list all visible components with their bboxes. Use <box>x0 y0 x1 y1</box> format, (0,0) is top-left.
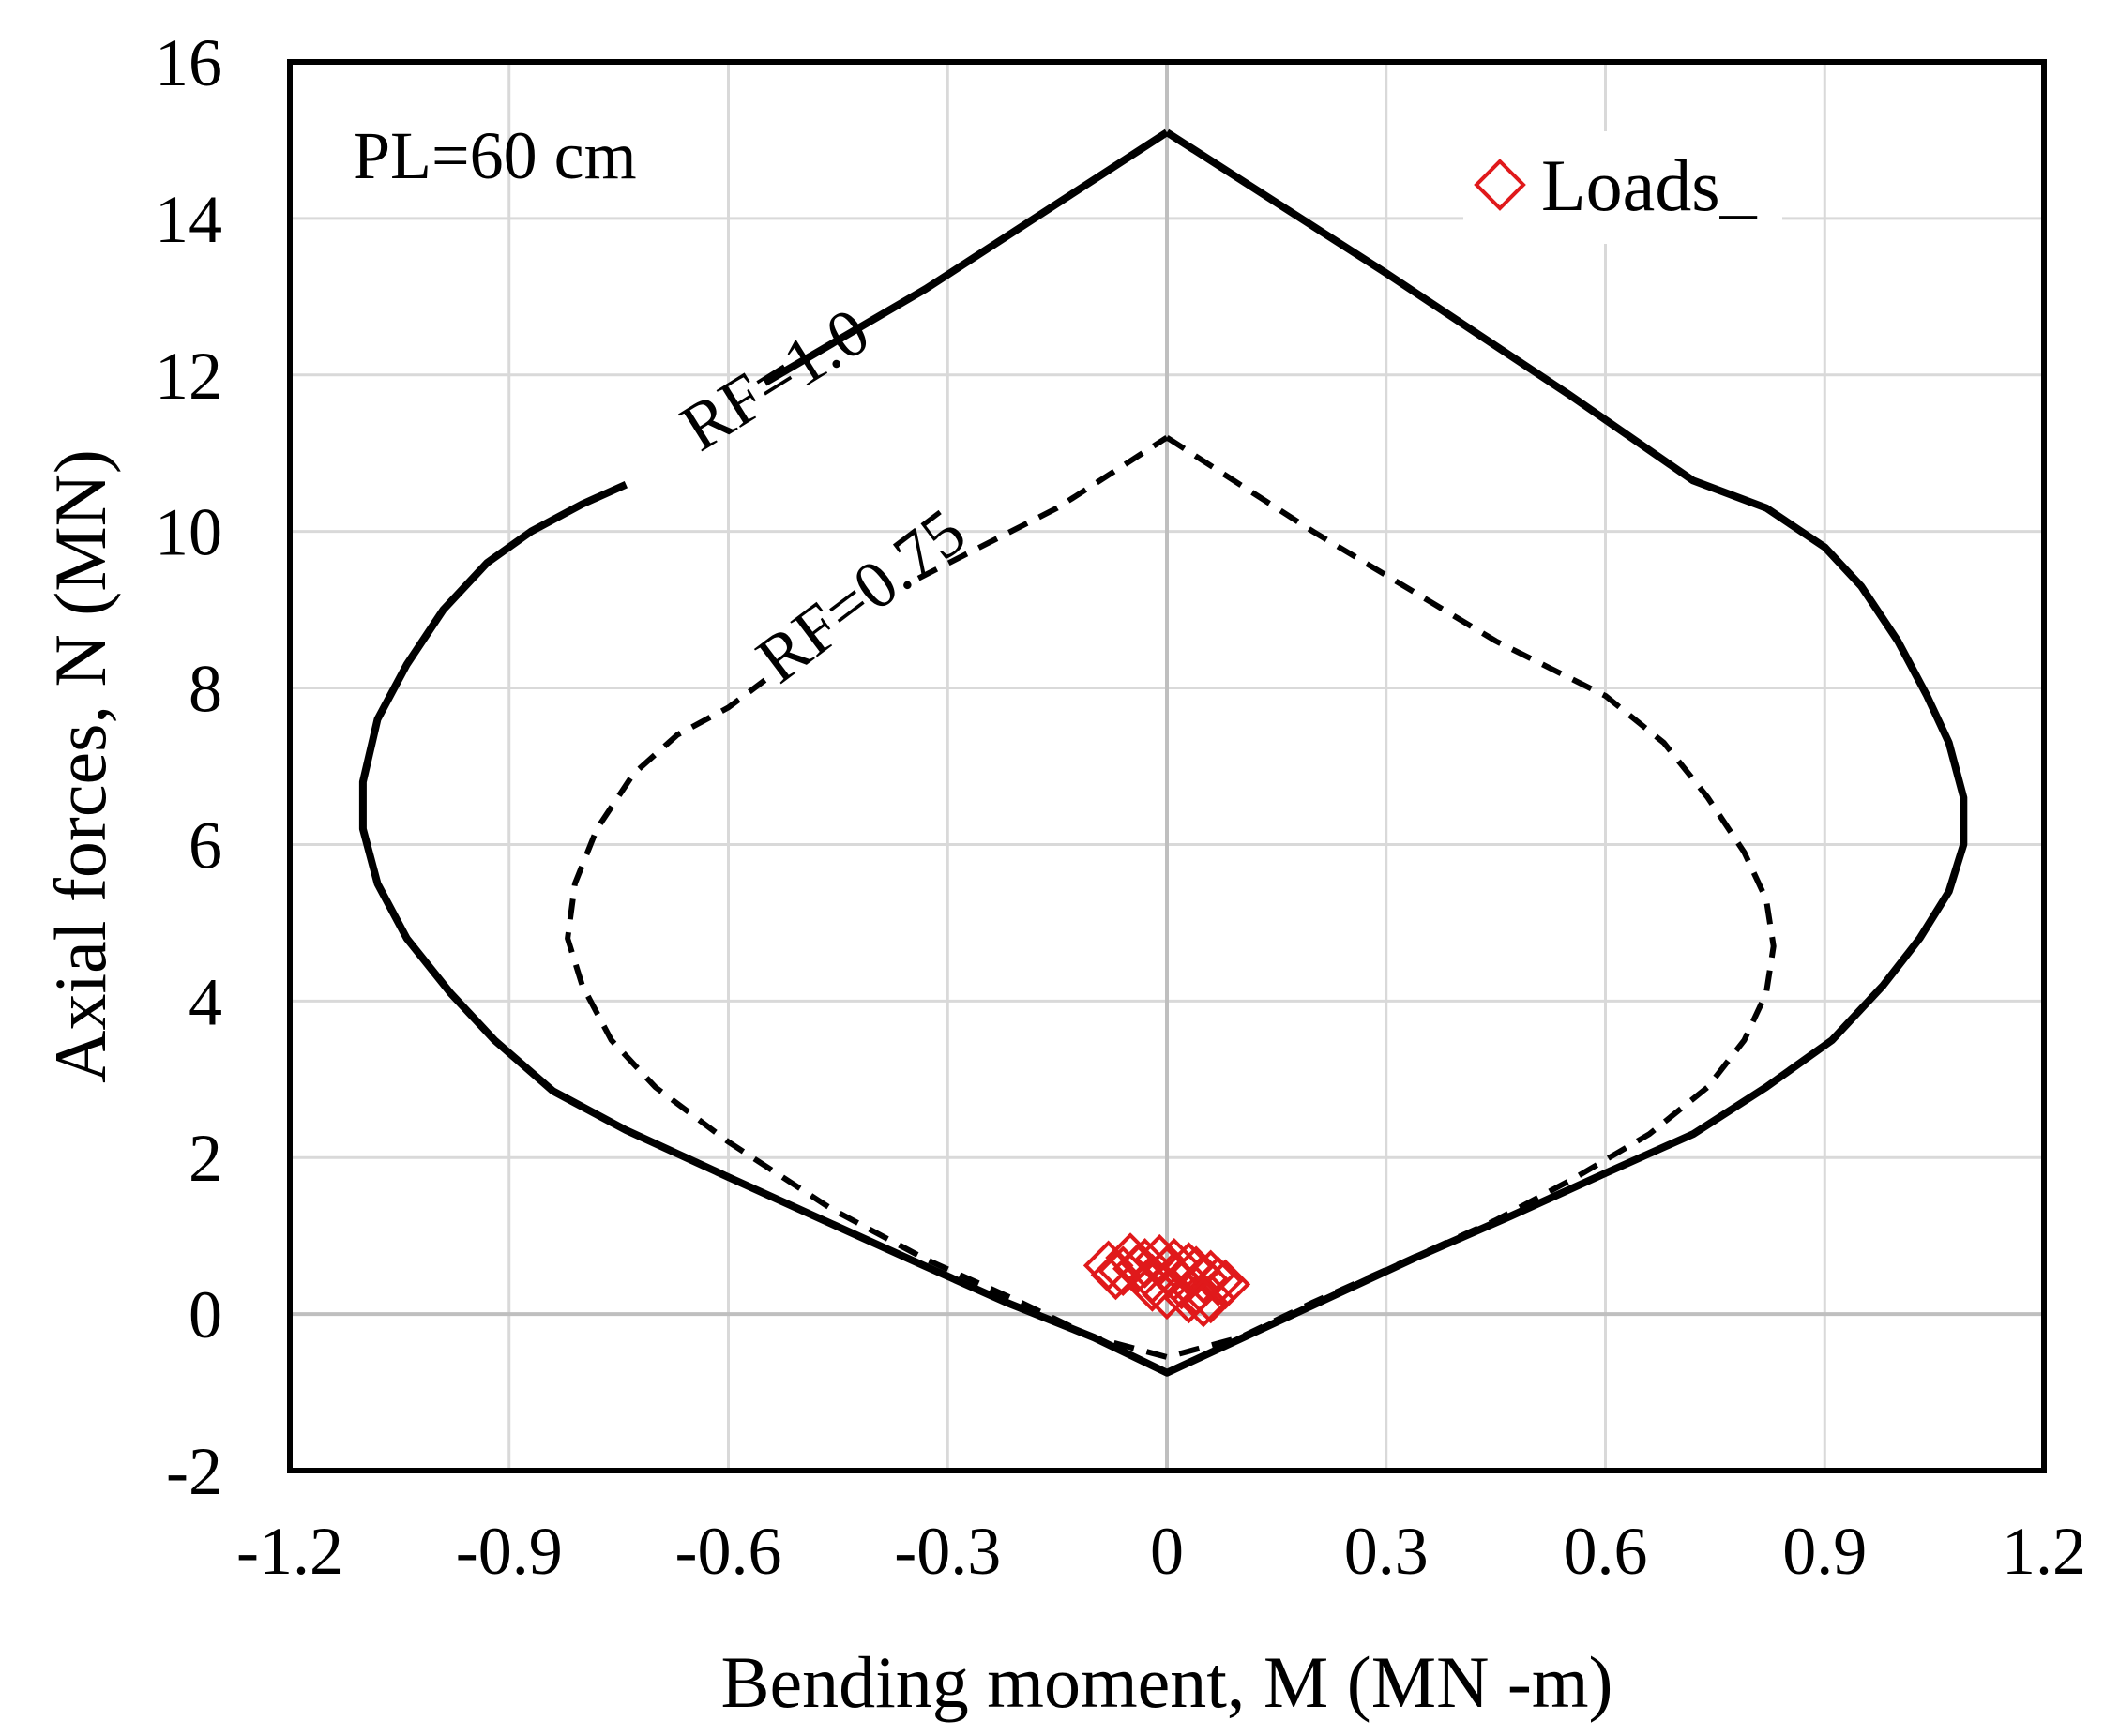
x-tick-label: 0.3 <box>1344 1514 1429 1589</box>
capacity-curves <box>358 128 1968 1377</box>
legend-loads-marker <box>1474 159 1526 211</box>
load-point <box>1192 1256 1244 1306</box>
plot-area-frame <box>287 59 2047 1473</box>
tick-labels: -1.2 -0.9 -0.6 -0.3 0 0.3 0.6 0.9 1.2 -2 0 2 4 6 8 10 12… <box>155 25 2086 1589</box>
load-point <box>1142 1269 1192 1321</box>
y-axis-title: Axial forces, N (MN) <box>39 449 121 1083</box>
load-point <box>1163 1273 1215 1324</box>
y-tick-label: 4 <box>189 964 222 1039</box>
load-point <box>1178 1276 1229 1328</box>
pl-annotation: PL=60 cm <box>353 118 637 193</box>
x-tick-label: -0.3 <box>894 1514 1001 1589</box>
x-tick-label: -1.2 <box>236 1514 343 1589</box>
legend: Loads_ <box>1463 131 1782 244</box>
y-tick-label: 0 <box>189 1277 222 1352</box>
x-axis-title: Bending moment, M (MN -m) <box>720 1641 1612 1723</box>
y-tick-label: 2 <box>189 1121 222 1196</box>
load-point <box>1171 1245 1221 1297</box>
y-tick-label: 16 <box>155 25 222 100</box>
load-point <box>1127 1261 1178 1312</box>
loads-scatter <box>1082 1232 1251 1328</box>
x-tick-label: 0 <box>1150 1514 1184 1589</box>
rf-0-75-curve <box>565 434 1777 1360</box>
x-tick-label: 0.9 <box>1782 1514 1867 1589</box>
y-tick-label: -2 <box>166 1434 222 1509</box>
zero-axis-lines <box>290 62 2044 1471</box>
y-tick-label: 14 <box>155 182 222 257</box>
y-tick-label: 10 <box>155 495 222 570</box>
legend-loads-label: Loads_ <box>1541 144 1758 226</box>
x-tick-label: -0.6 <box>675 1514 782 1589</box>
x-tick-label: -0.9 <box>456 1514 563 1589</box>
x-tick-label: 1.2 <box>2002 1514 2086 1589</box>
x-tick-label: 0.6 <box>1564 1514 1648 1589</box>
load-point <box>1090 1249 1142 1301</box>
y-tick-label: 12 <box>155 339 222 414</box>
load-point <box>1097 1245 1149 1297</box>
y-tick-label: 6 <box>189 808 222 883</box>
y-tick-label: 8 <box>189 652 222 727</box>
